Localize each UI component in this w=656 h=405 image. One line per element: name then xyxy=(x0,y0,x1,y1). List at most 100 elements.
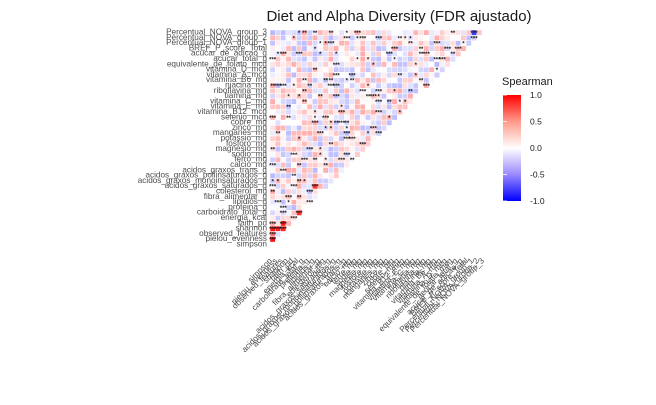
heatmap-cell xyxy=(407,61,414,68)
heatmap-cell xyxy=(359,119,366,126)
y-tick-label: shannon xyxy=(236,224,268,233)
significance-mark: * xyxy=(393,58,396,64)
heatmap-cell xyxy=(354,151,361,158)
significance-mark: *** xyxy=(455,47,463,53)
heatmap-cell xyxy=(333,151,340,158)
heatmap-cell xyxy=(296,77,303,84)
heatmap-cell xyxy=(306,56,313,63)
heatmap-cell xyxy=(322,72,329,78)
significance-mark: * xyxy=(372,63,375,69)
heatmap-cell xyxy=(317,109,324,116)
heatmap-cell xyxy=(322,61,329,68)
significance-mark: *** xyxy=(333,73,341,79)
heatmap-cell xyxy=(423,61,430,68)
y-tick-label: BREF_P_score_Total xyxy=(189,43,267,52)
heatmap-cell xyxy=(328,109,334,116)
heatmap-cell xyxy=(455,29,462,36)
heatmap-cell xyxy=(285,29,292,36)
significance-mark: ** xyxy=(329,31,334,37)
significance-mark: *** xyxy=(471,31,479,37)
heatmap-cell xyxy=(359,109,366,116)
heatmap-cell xyxy=(365,77,371,84)
heatmap-cell xyxy=(370,119,377,126)
heatmap-cell xyxy=(306,98,313,105)
heatmap-cell xyxy=(365,72,371,78)
significance-mark: * xyxy=(298,31,301,37)
significance-mark: *** xyxy=(269,185,277,191)
significance-mark: *** xyxy=(290,153,298,159)
heatmap-cell xyxy=(354,82,361,89)
heatmap-cell xyxy=(296,66,303,73)
heatmap-cell xyxy=(322,56,329,63)
significance-mark: *** xyxy=(269,116,277,122)
heatmap-cell xyxy=(322,35,329,41)
heatmap-cell xyxy=(476,29,483,36)
significance-mark: ** xyxy=(451,31,456,37)
significance-mark: * xyxy=(298,95,301,101)
significance-mark: ** xyxy=(366,95,371,101)
heatmap-cell xyxy=(328,156,334,163)
heatmap-cell xyxy=(359,61,366,68)
heatmap-cell xyxy=(402,82,409,89)
significance-mark: * xyxy=(324,158,327,164)
significance-mark: *** xyxy=(444,47,452,53)
legend: Spearman 1.0 0.5 0.0 -0.5 -1.0 xyxy=(502,76,553,206)
heatmap-cell xyxy=(370,82,377,89)
heatmap-cell xyxy=(312,77,318,84)
heatmap-cell xyxy=(344,66,350,73)
heatmap-cell xyxy=(306,45,313,52)
heatmap-cell xyxy=(370,29,377,36)
heatmap-cell xyxy=(375,56,382,63)
x-axis-labels: simpsonpielou_evennessobserved_featuress… xyxy=(230,256,487,354)
significance-mark: *** xyxy=(333,84,341,90)
heatmap-cell xyxy=(269,209,276,216)
heatmap-cell xyxy=(365,141,371,147)
heatmap-cell xyxy=(407,98,414,105)
heatmap-cell xyxy=(317,172,324,179)
heatmap-cell xyxy=(407,72,414,78)
heatmap-cell xyxy=(428,29,435,36)
heatmap-cell xyxy=(328,162,334,169)
significance-mark: ** xyxy=(345,121,350,127)
heatmap-cell xyxy=(365,29,371,36)
heatmap-cell xyxy=(280,125,287,131)
heatmap-cell xyxy=(386,35,393,41)
heatmap-cell xyxy=(402,29,409,36)
heatmap-cell xyxy=(306,178,313,184)
heatmap-cell xyxy=(354,98,361,105)
significance-mark: ** xyxy=(302,100,307,106)
heatmap-cell xyxy=(312,178,318,184)
heatmap-cell xyxy=(423,72,430,78)
heatmap-cell xyxy=(386,40,393,47)
heatmap-cell xyxy=(285,141,292,147)
heatmap-cell xyxy=(471,35,477,41)
heatmap-cell xyxy=(386,82,393,89)
heatmap-cell xyxy=(407,66,414,73)
heatmap-cell xyxy=(397,66,403,73)
heatmap-cell xyxy=(301,172,308,179)
significance-mark: ** xyxy=(297,179,302,185)
heatmap-cell xyxy=(291,72,297,78)
significance-mark: * xyxy=(377,95,380,101)
heatmap-cell xyxy=(322,151,329,158)
y-tick-label: ferro_mg xyxy=(234,155,267,164)
heatmap-cell xyxy=(359,125,366,131)
heatmap-cell xyxy=(354,130,361,137)
heatmap-cell xyxy=(275,40,281,47)
significance-mark: * xyxy=(330,126,333,132)
heatmap-cell xyxy=(285,220,292,227)
heatmap-cell xyxy=(269,125,276,131)
heatmap-cell xyxy=(423,29,430,36)
significance-mark: *** xyxy=(269,232,277,238)
heatmap-cell xyxy=(291,162,297,169)
significance-mark: ** xyxy=(297,195,302,201)
heatmap-cell xyxy=(444,29,451,36)
heatmap-cell xyxy=(280,135,287,142)
heatmap-cell xyxy=(306,167,313,174)
y-tick-label: pielou_evenness xyxy=(206,234,267,243)
significance-mark: ** xyxy=(307,84,312,90)
significance-mark: *** xyxy=(280,52,288,58)
heatmap-cell xyxy=(402,72,409,78)
significance-mark: * xyxy=(356,36,359,42)
heatmap-cell xyxy=(354,45,361,52)
